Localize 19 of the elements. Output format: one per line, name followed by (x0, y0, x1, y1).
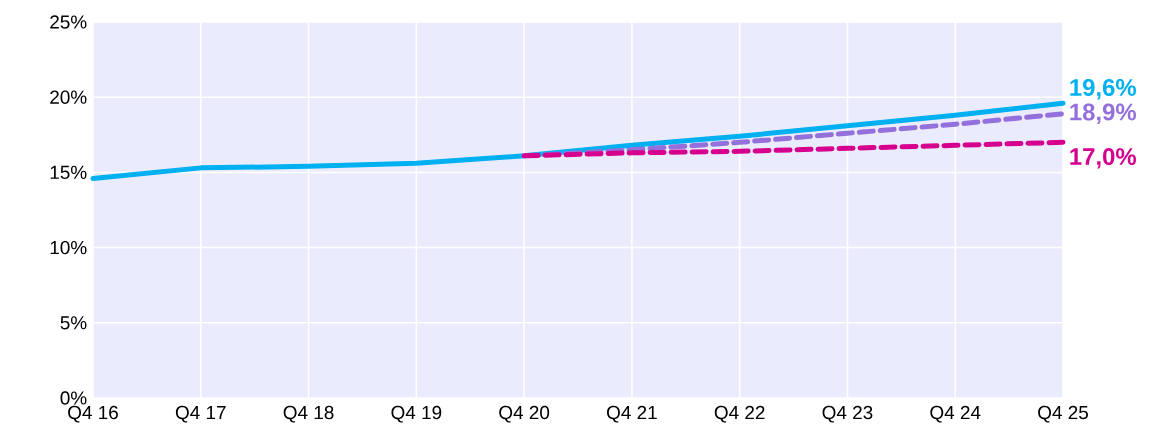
x-tick-label: Q4 25 (1038, 405, 1088, 423)
x-tick-label: Q4 24 (930, 405, 981, 423)
y-tick-label: 15% (50, 165, 87, 180)
data-label: 17,0% (1070, 148, 1137, 169)
x-tick-label: Q4 21 (607, 405, 657, 423)
x-tick-label: Q4 20 (499, 405, 550, 423)
y-tick-label: 25% (50, 15, 87, 29)
x-tick-label: Q4 23 (822, 405, 873, 423)
x-tick-label: Q4 19 (391, 405, 442, 423)
y-tick-label: 20% (50, 90, 87, 104)
y-tick-label: 0% (60, 391, 87, 405)
x-tick-label: Q4 22 (714, 405, 765, 423)
x-tick-label: Q4 16 (68, 405, 118, 423)
data-label: 19,6% (1070, 79, 1137, 100)
y-tick-label: 5% (60, 316, 87, 330)
x-tick-label: Q4 17 (175, 405, 226, 423)
x-tick-label: Q4 18 (283, 405, 334, 423)
data-label: 18,9% (1070, 103, 1137, 124)
y-tick-label: 10% (50, 240, 87, 255)
